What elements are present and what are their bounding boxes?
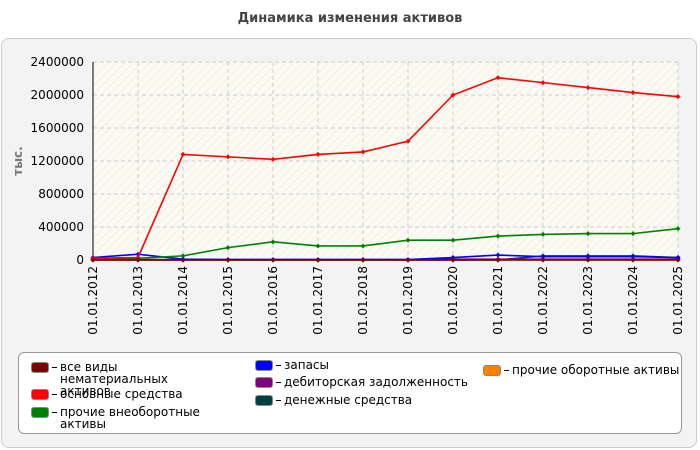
chart: тыс. 0 400000 800000 1200000 1600000 2000000 2… <box>11 55 685 335</box>
y-tick-label: 0 <box>76 253 84 267</box>
point <box>495 233 501 239</box>
legend-item: основные средства <box>31 388 206 400</box>
x-tick-label: 01.01.2015 <box>221 266 235 335</box>
point <box>135 257 141 263</box>
point <box>315 151 321 157</box>
point <box>540 257 546 263</box>
point <box>270 156 276 162</box>
series-line <box>92 76 679 260</box>
point <box>360 149 366 155</box>
point <box>225 257 231 263</box>
series-line <box>92 227 679 260</box>
point <box>540 231 546 237</box>
y-tick-label: 2000000 <box>31 88 84 102</box>
point <box>90 257 96 263</box>
x-tick-label: 01.01.2024 <box>626 266 640 335</box>
legend-item: дебиторская задолженность <box>255 376 495 388</box>
legend-swatch <box>31 407 49 418</box>
x-tick-label: 01.01.2021 <box>491 266 505 335</box>
legend-swatch <box>31 362 49 373</box>
legend-item: денежные средства <box>255 394 495 406</box>
legend-label: запасы <box>284 358 330 372</box>
y-tick-label: 1200000 <box>31 154 84 168</box>
legend-dash <box>52 367 57 368</box>
legend-swatch <box>255 395 273 406</box>
point <box>630 254 636 260</box>
chart-title: Динамика изменения активов <box>237 11 463 26</box>
legend-item: прочие оборотные активы <box>483 364 683 376</box>
point <box>495 75 501 81</box>
point <box>405 237 411 243</box>
legend-dash <box>52 394 57 395</box>
point <box>315 257 321 263</box>
legend-label: прочие внеоборотные активы <box>60 405 200 431</box>
y-tick-label: 1600000 <box>31 121 84 135</box>
point <box>360 243 366 249</box>
point <box>585 254 591 260</box>
point <box>270 257 276 263</box>
point <box>450 257 456 263</box>
point <box>405 138 411 144</box>
x-tick-label: 01.01.2020 <box>446 266 460 335</box>
legend-swatch <box>31 389 49 400</box>
legend-dash <box>52 412 57 413</box>
point <box>180 257 186 263</box>
y-tick-label: 800000 <box>38 187 84 201</box>
point <box>630 231 636 237</box>
point <box>540 80 546 86</box>
legend: все виды нематериальных активов запасы деб… <box>18 352 682 434</box>
legend-label: дебиторская задолженность <box>284 375 468 389</box>
x-tick-label: 01.01.2017 <box>311 266 325 335</box>
legend-item: запасы <box>255 359 495 371</box>
point <box>585 257 591 263</box>
point <box>540 254 546 260</box>
legend-swatch <box>255 377 273 388</box>
legend-item: все виды нематериальных активов <box>31 361 206 397</box>
legend-dash <box>276 382 281 383</box>
legend-swatch <box>483 365 501 376</box>
legend-swatch <box>255 360 273 371</box>
legend-label: все виды нематериальных активов <box>60 360 168 398</box>
point <box>360 257 366 263</box>
legend-label: денежные средства <box>284 393 413 407</box>
point <box>675 94 681 100</box>
x-tick-label: 01.01.2025 <box>671 266 685 335</box>
y-axis-label: тыс. <box>11 146 25 175</box>
x-tick-label: 01.01.2023 <box>581 266 595 335</box>
point <box>270 239 276 245</box>
x-tick-label: 01.01.2014 <box>176 266 190 335</box>
point <box>225 245 231 251</box>
x-tick-label: 01.01.2016 <box>266 266 280 335</box>
point <box>225 154 231 160</box>
x-tick-label: 01.01.2018 <box>356 266 370 335</box>
x-tick-label: 01.01.2019 <box>401 266 415 335</box>
point <box>630 90 636 96</box>
legend-label: основные средства <box>60 387 183 401</box>
x-tick-label: 01.01.2013 <box>131 266 145 335</box>
point <box>675 226 681 232</box>
legend-dash <box>276 365 281 366</box>
y-tick-label: 400000 <box>38 220 84 234</box>
point <box>180 151 186 157</box>
point <box>405 257 411 263</box>
point <box>450 92 456 98</box>
point <box>675 257 681 263</box>
legend-dash <box>504 370 509 371</box>
legend-item: прочие внеоборотные активы <box>31 406 231 430</box>
x-tick-label: 01.01.2012 <box>86 266 100 335</box>
y-tick-label: 2400000 <box>31 55 84 69</box>
legend-dash <box>276 400 281 401</box>
point <box>450 237 456 243</box>
point <box>495 252 501 258</box>
plot-area <box>93 62 678 260</box>
point <box>315 243 321 249</box>
point <box>630 257 636 263</box>
legend-label: прочие оборотные активы <box>512 363 680 377</box>
point <box>495 257 501 263</box>
point <box>180 253 186 259</box>
x-tick-label: 01.01.2022 <box>536 266 550 335</box>
point <box>585 231 591 237</box>
point <box>585 85 591 91</box>
